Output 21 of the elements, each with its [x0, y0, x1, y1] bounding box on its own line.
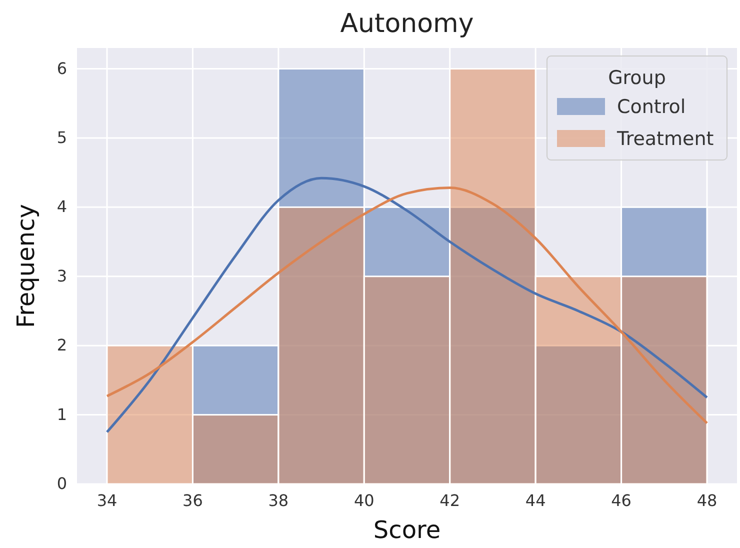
legend-title: Group: [608, 67, 666, 89]
y-tick-label: 0: [56, 474, 67, 493]
y-tick-label: 1: [56, 404, 67, 424]
y-axis-title: Frequency: [12, 204, 40, 328]
x-tick-label: 48: [696, 491, 718, 510]
x-tick-label: 36: [182, 491, 203, 510]
x-tick-label: 44: [525, 491, 546, 510]
x-tick-label: 42: [440, 491, 460, 510]
x-tick-label: 46: [611, 491, 632, 510]
y-tick-label: 2: [56, 336, 67, 355]
chart-title: Autonomy: [340, 9, 474, 39]
y-tick-label: 3: [56, 266, 67, 286]
y-tick-label: 4: [56, 197, 67, 216]
x-tick-label: 34: [96, 491, 118, 510]
y-tick-label: 6: [56, 58, 67, 78]
legend-label: Control: [617, 96, 686, 118]
x-axis-title: Score: [373, 516, 441, 544]
y-tick-label: 5: [56, 128, 67, 147]
x-tick-label: 38: [268, 491, 289, 510]
legend-label: Treatment: [616, 128, 714, 150]
x-tick-label: 40: [354, 491, 374, 510]
